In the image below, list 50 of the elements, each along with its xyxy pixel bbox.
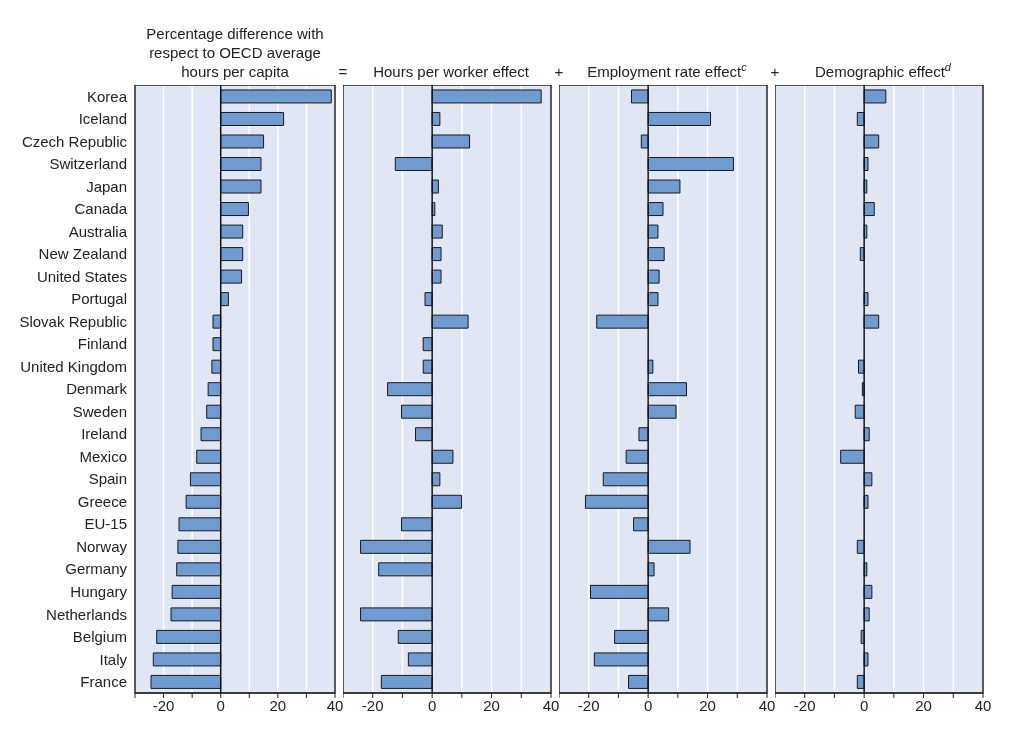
y-tick-label: Denmark (66, 380, 128, 398)
chart-title: Employment rate effect$^{c}$ (586, 60, 748, 81)
y-tick-label: Czech Republic (21, 132, 128, 150)
x-tick-label: 20 (699, 696, 716, 714)
y-tick-label: United Kingdom (20, 357, 127, 375)
y-tick-label: EU-15 (84, 515, 127, 533)
x-tick-label: 20 (483, 696, 500, 714)
y-tick-label: Mexico (79, 447, 127, 465)
y-tick-label: France (80, 673, 127, 691)
y-tick-label: Korea (86, 87, 128, 105)
chart-title: Percentage difference with respect to OECD average hours per capita (145, 24, 325, 81)
y-tick-label: Finland (77, 335, 127, 353)
x-tick-label: -20 (577, 696, 600, 714)
chart-title: Demographic effect$^{d}$ (814, 60, 952, 81)
x-tick-label: -20 (793, 696, 816, 714)
x-tick-label: -20 (361, 696, 384, 714)
text: + (770, 62, 780, 81)
y-tick-label: Japan (86, 177, 127, 195)
y-tick-label: Hungary (70, 582, 128, 600)
y-tick-label: Slovak Republic (19, 312, 128, 330)
y-tick-label: Germany (65, 560, 128, 578)
y-tick-label: Italy (99, 650, 128, 668)
x-tick-label: 40 (974, 696, 992, 714)
y-tick-label: Iceland (78, 110, 127, 128)
chart-title: Hours per worker effect (372, 62, 530, 81)
text: = (338, 62, 348, 81)
x-tick-label: -20 (152, 696, 175, 714)
x-tick-label: 0 (643, 696, 653, 714)
text: + (554, 62, 564, 81)
y-tick-label: New Zealand (38, 245, 127, 263)
x-tick-label: 20 (915, 696, 932, 714)
y-tick-label: Belgium (72, 628, 127, 646)
y-tick-label: Portugal (71, 290, 127, 308)
y-tick-label: Spain (88, 470, 127, 488)
y-tick-label: Greece (77, 492, 127, 510)
x-tick-label: 0 (216, 696, 225, 714)
x-tick-label: 40 (758, 696, 776, 714)
y-tick-label: United States (36, 267, 127, 285)
y-tick-label: Ireland (81, 425, 127, 443)
x-tick-label: 0 (859, 696, 869, 714)
y-tick-label: Sweden (72, 402, 127, 420)
x-tick-label: 0 (427, 696, 437, 714)
x-tick-label: 40 (326, 696, 344, 714)
y-tick-label: Norway (76, 537, 128, 555)
y-tick-label: Switzerland (49, 155, 127, 173)
x-tick-label: 40 (542, 696, 560, 714)
y-tick-label: Canada (74, 200, 128, 218)
y-tick-label: Netherlands (46, 605, 127, 623)
y-tick-label: Australia (68, 222, 128, 240)
x-tick-label: 20 (269, 696, 287, 714)
